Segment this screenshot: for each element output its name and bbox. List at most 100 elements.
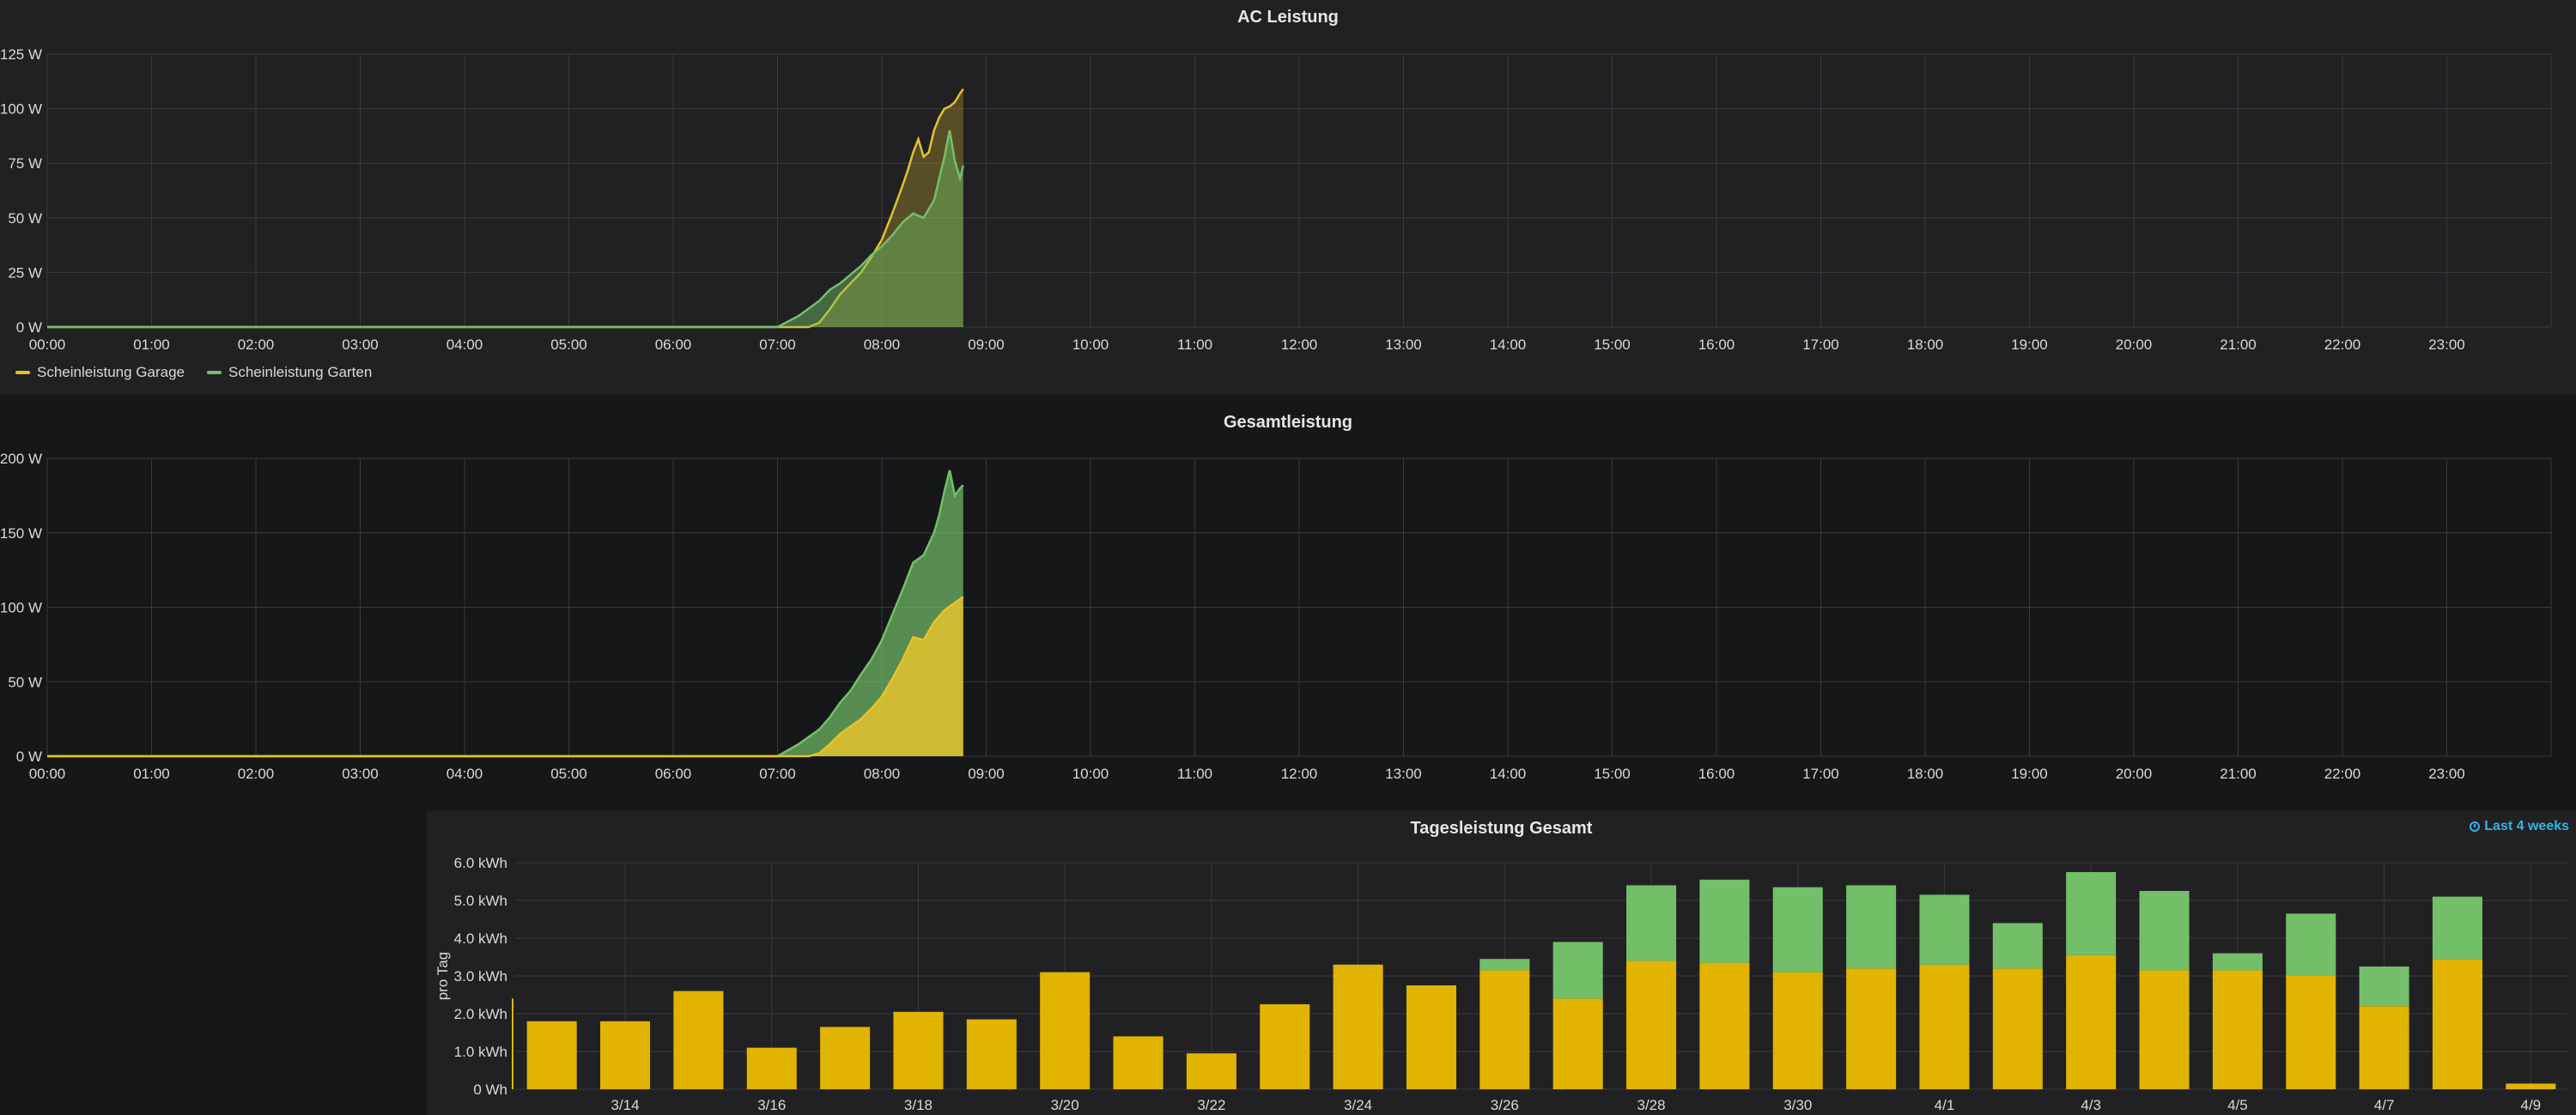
legend-item-garage[interactable]: Scheinleistung Garage bbox=[15, 364, 185, 381]
bar-garage bbox=[1699, 962, 1750, 1089]
x-tick-label: 15:00 bbox=[1594, 336, 1631, 353]
y-tick-label: 1.0 kWh bbox=[454, 1044, 507, 1060]
series-line-2 bbox=[47, 470, 964, 758]
bar-garage bbox=[1552, 998, 1603, 1089]
bar-garage bbox=[1406, 985, 1456, 1089]
x-tick-label: 07:00 bbox=[759, 336, 796, 353]
bar-garten bbox=[2286, 913, 2336, 976]
bar-garage bbox=[820, 1027, 871, 1089]
bar-garage bbox=[2432, 959, 2482, 1089]
y-tick-label: 75 W bbox=[8, 155, 42, 172]
bar-garage bbox=[1626, 960, 1677, 1089]
x-tick-label: 12:00 bbox=[1281, 336, 1318, 353]
x-tick-label: 10:00 bbox=[1072, 766, 1109, 782]
bar-garage bbox=[1260, 1004, 1310, 1089]
x-tick-label: 00:00 bbox=[29, 766, 66, 782]
bar-garage bbox=[746, 1047, 797, 1089]
x-tick-label: 3/14 bbox=[611, 1097, 639, 1113]
x-tick-label: 01:00 bbox=[133, 766, 170, 782]
time-range-label: Last 4 weeks bbox=[2484, 819, 2569, 833]
y-tick-label: 100 W bbox=[0, 101, 42, 118]
x-tick-label: 17:00 bbox=[1802, 336, 1839, 353]
x-tick-label: 04:00 bbox=[447, 766, 483, 782]
y-tick-label: 3.0 kWh bbox=[454, 968, 507, 985]
x-tick-label: 21:00 bbox=[2220, 766, 2257, 782]
panel-title[interactable]: AC Leistung bbox=[1237, 8, 1339, 27]
x-tick-label: 21:00 bbox=[2220, 336, 2257, 353]
y-tick-label: 0 W bbox=[16, 319, 42, 336]
bar-garten bbox=[2066, 872, 2117, 955]
bar-garage bbox=[2139, 970, 2190, 1089]
bar-garage bbox=[2212, 970, 2263, 1089]
x-tick-label: 04:00 bbox=[447, 336, 483, 353]
x-tick-label: 3/30 bbox=[1783, 1097, 1812, 1113]
x-tick-label: 07:00 bbox=[759, 766, 796, 782]
x-tick-label: 16:00 bbox=[1698, 766, 1735, 782]
panel-title[interactable]: Gesamtleistung bbox=[1223, 413, 1353, 432]
x-tick-label: 4/7 bbox=[2374, 1097, 2395, 1113]
chart-legend: Scheinleistung Garage Scheinleistung Gar… bbox=[15, 364, 372, 381]
y-tick-label: 125 W bbox=[0, 46, 42, 63]
x-tick-label: 17:00 bbox=[1802, 766, 1839, 782]
x-tick-label: 4/3 bbox=[2081, 1097, 2101, 1113]
x-tick-label: 3/20 bbox=[1051, 1097, 1079, 1113]
bar-garten bbox=[1992, 923, 2043, 969]
bar-garage bbox=[1333, 964, 1383, 1089]
x-tick-label: 3/26 bbox=[1491, 1097, 1519, 1113]
x-tick-label: 05:00 bbox=[550, 766, 587, 782]
x-tick-label: 14:00 bbox=[1490, 766, 1527, 782]
x-tick-label: 11:00 bbox=[1177, 336, 1212, 353]
bar-garten bbox=[1846, 885, 1897, 969]
y-axis-label: pro Tag bbox=[434, 952, 451, 1000]
x-tick-label: 10:00 bbox=[1072, 336, 1109, 353]
x-tick-label: 4/1 bbox=[1935, 1097, 1955, 1113]
y-tick-label: 2.0 kWh bbox=[454, 1006, 507, 1022]
bar-garage bbox=[1846, 968, 1897, 1089]
x-tick-label: 3/24 bbox=[1344, 1097, 1372, 1113]
bar-garage bbox=[526, 1021, 577, 1089]
bar-garage bbox=[2066, 954, 2117, 1089]
y-tick-label: 5.0 kWh bbox=[454, 893, 507, 909]
tagesleistung-panel: Tagesleistung Gesamt Last 4 weeks 0 Wh 1.… bbox=[427, 811, 2576, 1115]
x-tick-label: 06:00 bbox=[655, 336, 692, 353]
x-tick-label: 16:00 bbox=[1698, 336, 1735, 353]
ac-leistung-panel: AC Leistung 00:00 01:00 02:00 03:00 04:00 05:… bbox=[0, 0, 2576, 395]
x-tick-label: 05:00 bbox=[550, 336, 587, 353]
x-tick-label: 13:00 bbox=[1385, 766, 1422, 782]
x-tick-label: 3/16 bbox=[757, 1097, 786, 1113]
x-tick-label: 08:00 bbox=[864, 766, 901, 782]
x-tick-label: 23:00 bbox=[2428, 336, 2465, 353]
clock-icon bbox=[2470, 821, 2481, 832]
bar-garage bbox=[2359, 1006, 2409, 1089]
bar-garage bbox=[1186, 1053, 1236, 1089]
x-tick-label: 23:00 bbox=[2428, 766, 2465, 782]
bar-garten bbox=[1626, 885, 1677, 961]
x-tick-label: 00:00 bbox=[29, 336, 66, 353]
bar-garten bbox=[2139, 891, 2190, 971]
tagesleistung-chart: 0 Wh 1.0 kWh 2.0 kWh 3.0 kWh 4.0 kWh 5.0 kWh 6… bbox=[434, 855, 2567, 1113]
bar-garage bbox=[1113, 1036, 1163, 1089]
y-tick-label: 25 W bbox=[8, 264, 42, 281]
legend-swatch bbox=[207, 371, 222, 374]
bar-garage bbox=[1772, 972, 1823, 1089]
x-tick-label: 22:00 bbox=[2324, 336, 2361, 353]
legend-label: Scheinleistung Garage bbox=[37, 364, 185, 380]
y-tick-label: 150 W bbox=[0, 525, 42, 542]
bar-garage bbox=[2286, 976, 2336, 1089]
bar-garage bbox=[2506, 1083, 2556, 1089]
x-tick-label: 3/18 bbox=[904, 1097, 933, 1113]
x-tick-label: 22:00 bbox=[2324, 766, 2361, 782]
bar-garage bbox=[1479, 970, 1530, 1089]
bar-garage bbox=[1919, 964, 1970, 1089]
bar-garage bbox=[966, 1019, 1017, 1089]
bar-garage bbox=[1992, 968, 2043, 1089]
x-tick-label: 15:00 bbox=[1594, 766, 1631, 782]
time-range-picker[interactable]: Last 4 weeks bbox=[2470, 819, 2569, 834]
bar-garten bbox=[1772, 887, 1823, 973]
panel-title[interactable]: Tagesleistung Gesamt bbox=[1410, 819, 1593, 838]
x-tick-label: 20:00 bbox=[2116, 766, 2153, 782]
legend-item-garten[interactable]: Scheinleistung Garten bbox=[207, 364, 372, 381]
x-tick-label: 02:00 bbox=[238, 766, 275, 782]
x-tick-label: 03:00 bbox=[342, 336, 379, 353]
legend-label: Scheinleistung Garten bbox=[228, 364, 373, 380]
